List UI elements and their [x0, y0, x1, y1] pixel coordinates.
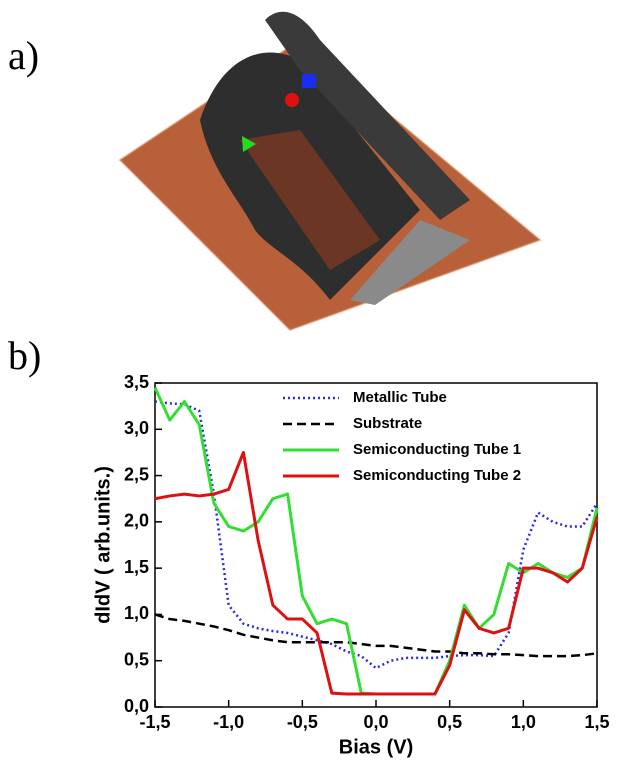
y-tick-label: 2,0 [124, 511, 149, 531]
x-tick-label: 1,5 [584, 712, 609, 732]
legend-label: Semiconducting Tube 1 [353, 441, 521, 458]
y-tick-label: 0,5 [124, 649, 149, 669]
data-line [154, 613, 598, 658]
y-tick-label: 3,5 [124, 372, 149, 392]
y-tick-label: 3,0 [124, 418, 149, 438]
data-line [154, 450, 599, 696]
stm-image [118, 11, 542, 332]
y-tick-label: 0,0 [124, 696, 149, 716]
x-tick-label: -0,5 [287, 712, 318, 732]
legend-label: Semiconducting Tube 2 [353, 467, 521, 484]
y-axis-title: dIdV ( arb.units.) [92, 466, 114, 624]
x-axis-title: Bias (V) [339, 736, 413, 758]
panel-label: b) [8, 333, 41, 378]
data-line [153, 387, 599, 696]
y-tick-label: 1,0 [124, 603, 149, 623]
y-tick-label: 2,5 [124, 464, 149, 484]
legend-label: Substrate [353, 415, 422, 432]
x-tick-label: 0,5 [437, 712, 462, 732]
x-tick-label: 0,0 [363, 712, 388, 732]
x-tick-label: 1,0 [511, 712, 536, 732]
panel-label: a) [8, 33, 39, 78]
x-tick-label: -1,0 [213, 712, 244, 732]
legend-label: Metallic Tube [353, 389, 447, 406]
x-tick-label: -1,5 [139, 712, 170, 732]
y-tick-label: 1,5 [124, 557, 149, 577]
